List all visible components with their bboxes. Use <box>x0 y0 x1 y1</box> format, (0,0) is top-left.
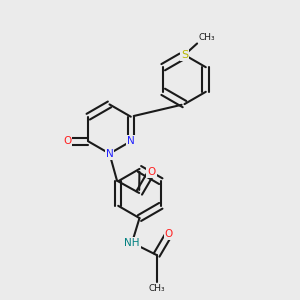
Text: N: N <box>106 148 113 159</box>
Text: S: S <box>181 50 188 60</box>
Text: CH₃: CH₃ <box>199 33 215 42</box>
Text: CH₃: CH₃ <box>148 284 165 293</box>
Text: O: O <box>63 136 71 146</box>
Text: O: O <box>165 229 173 239</box>
Text: NH: NH <box>124 238 140 248</box>
Text: O: O <box>147 167 156 177</box>
Text: N: N <box>127 136 135 146</box>
